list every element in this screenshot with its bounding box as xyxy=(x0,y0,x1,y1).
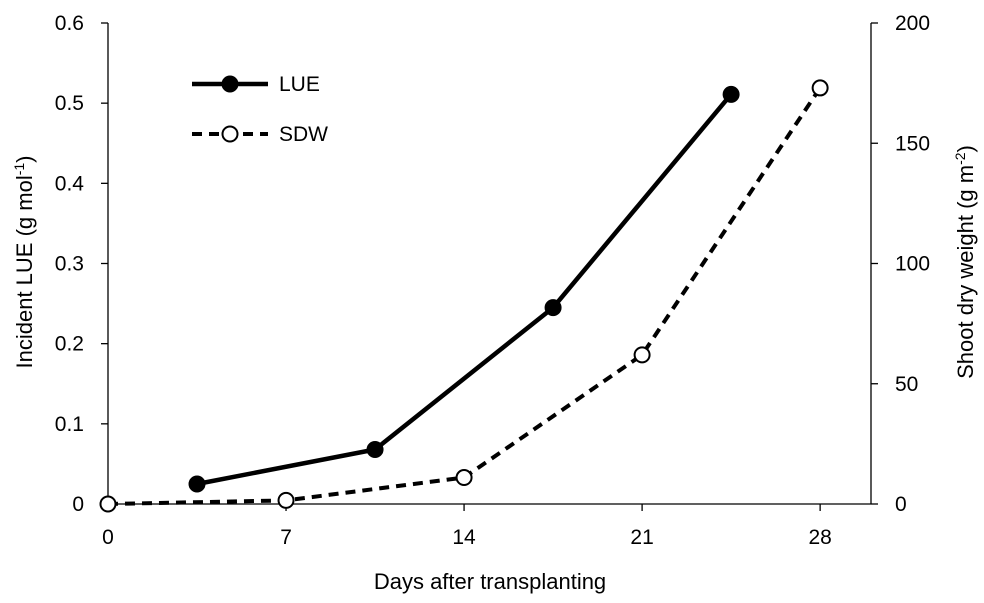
y-axis-right-title: Shoot dry weight (g m-2) xyxy=(952,145,978,379)
y-right-tick-label: 50 xyxy=(895,373,918,396)
legend-label-sdw: SDW xyxy=(279,123,328,146)
legend-marker-sdw xyxy=(221,125,239,143)
y-left-tick-label: 0.4 xyxy=(55,172,85,195)
axes: 0 7 14 21 28 0 0.1 0.2 0.3 0.4 0.5 0.6 0 50 100 150 200 xyxy=(55,12,930,549)
x-axis-title: Days after transplanting xyxy=(374,569,606,594)
y-right-title-tail: ) xyxy=(953,145,978,152)
series-line-sdw xyxy=(107,86,822,506)
y-left-tick-label: 0.1 xyxy=(55,413,84,436)
series-point-sdw xyxy=(277,491,295,509)
legend-marker-lue xyxy=(221,75,239,93)
y-left-tick-label: 0 xyxy=(72,493,84,516)
series-point-lue xyxy=(188,475,206,493)
series-point-lue xyxy=(544,299,562,317)
y-left-tick-label: 0.2 xyxy=(55,333,84,356)
x-tick-label: 0 xyxy=(102,526,114,549)
y-right-tick-label: 100 xyxy=(895,253,930,276)
y-left-tick-label: 0.3 xyxy=(55,253,84,276)
series-line-lue xyxy=(196,92,733,487)
y-right-tick-label: 0 xyxy=(895,493,907,516)
series-point-sdw xyxy=(455,469,473,487)
x-tick-label: 7 xyxy=(280,526,292,549)
x-tick-label: 14 xyxy=(452,526,476,549)
y-left-tick-label: 0.5 xyxy=(55,92,84,115)
series-point-sdw xyxy=(99,495,117,513)
series-point-lue xyxy=(722,85,740,103)
y-right-title-main: Shoot dry weight (g m xyxy=(953,165,978,379)
y-left-title-sup: -1 xyxy=(11,163,27,176)
x-tick-label: 21 xyxy=(630,526,653,549)
series-point-lue xyxy=(366,440,384,458)
y-left-tick-label: 0.6 xyxy=(55,12,84,35)
y-left-title-tail: ) xyxy=(12,156,37,163)
y-left-title-main: Incident LUE (g mol xyxy=(12,175,37,368)
legend-label-lue: LUE xyxy=(279,73,320,96)
y-right-tick-label: 150 xyxy=(895,132,930,155)
x-tick-label: 28 xyxy=(808,526,831,549)
y-right-title-sup: -2 xyxy=(952,152,968,165)
y-right-tick-label: 200 xyxy=(895,12,930,35)
series-point-sdw xyxy=(633,346,651,364)
series-point-sdw xyxy=(811,79,829,97)
legend: LUE SDW xyxy=(192,73,328,146)
y-axis-left-title: Incident LUE (g mol-1) xyxy=(11,156,37,369)
plot-area xyxy=(99,79,829,513)
